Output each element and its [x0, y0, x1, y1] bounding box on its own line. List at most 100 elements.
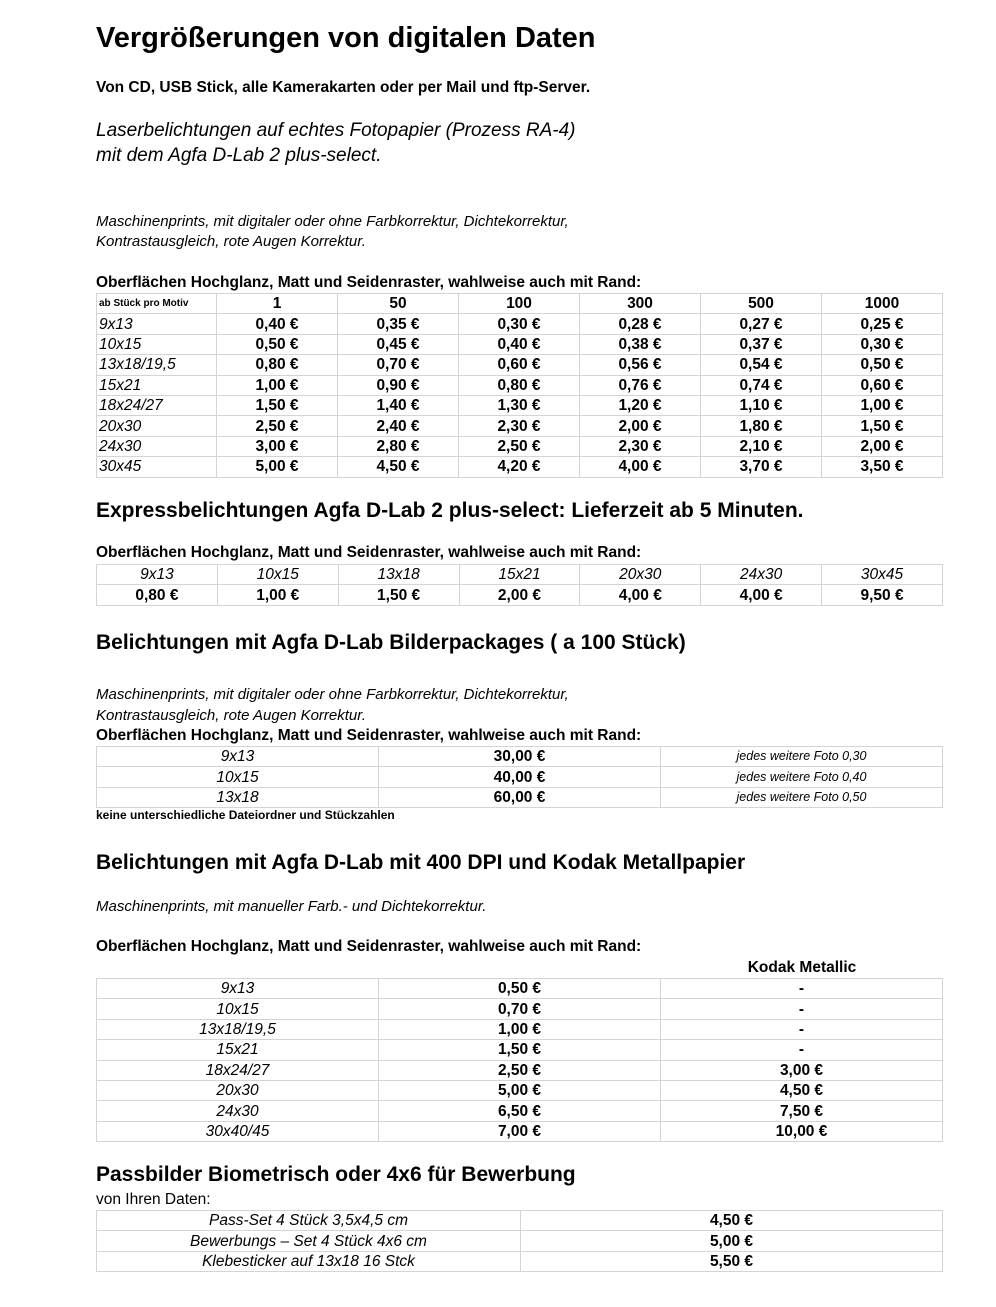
table-cell: 18x24/27: [96, 394, 217, 417]
table-cell: 5,00 €: [520, 1230, 943, 1252]
package-heading: Belichtungen mit Agfa D-Lab Bilderpackag…: [96, 631, 686, 654]
table-cell: 5,00 €: [216, 456, 338, 478]
table-row: 13x18 60,00 € jedes weitere Foto 0,50: [96, 786, 943, 809]
table-cell: 5,00 €: [378, 1079, 661, 1102]
table-cell: 0,90 €: [337, 374, 459, 396]
table-cell: 2,50 €: [458, 435, 580, 458]
table-cell: -: [660, 1039, 943, 1061]
table-cell: 2,30 €: [579, 435, 701, 458]
table-cell: 1,30 €: [458, 394, 580, 417]
price-table-packages: 9x13 30,00 € jedes weitere Foto 0,30 10x15 4…: [96, 745, 943, 809]
table-cell: 6,50 €: [378, 1100, 661, 1122]
laser-line-2: mit dem Agfa D-Lab 2 plus-select.: [96, 145, 382, 166]
table-row: 9x13 10x15 13x18 15x21 20x30 24x30 30x45: [96, 563, 943, 586]
table-cell: 1,50 €: [378, 1039, 661, 1061]
table-cell: 4,50 €: [337, 456, 459, 478]
table-cell: 500: [700, 292, 822, 315]
table-cell: 13x18: [337, 563, 460, 586]
table-row: 9x13 30,00 € jedes weitere Foto 0,30: [96, 745, 943, 768]
table-cell: 2,40 €: [337, 415, 459, 437]
table-cell: -: [660, 977, 943, 1000]
table-cell: -: [660, 1018, 943, 1041]
laser-line-1: Laserbelichtungen auf echtes Fotopapier …: [96, 120, 576, 141]
table-cell: 0,30 €: [458, 313, 580, 335]
table-cell: 0,30 €: [821, 333, 943, 356]
table-cell: 0,80 €: [458, 374, 580, 396]
table-cell: 1,40 €: [337, 394, 459, 417]
table-cell: 0,37 €: [700, 333, 822, 356]
table-cell: 20x30: [96, 415, 217, 437]
table-row: 13x18/19,5 1,00 € -: [96, 1018, 943, 1041]
table-cell: 13x18/19,5: [96, 354, 217, 376]
table-cell: 0,38 €: [579, 333, 701, 356]
table-cell: 10x15: [216, 563, 339, 586]
table-cell: 30x40/45: [96, 1120, 379, 1143]
table-row: 30x45 5,00 €4,50 €4,20 €4,00 €3,70 €3,50 …: [96, 456, 943, 478]
table-cell: 0,54 €: [700, 354, 822, 376]
table-cell: 20x30: [96, 1079, 379, 1102]
table-row: 18x24/27 1,50 €1,40 €1,30 €1,20 €1,10 €1,…: [96, 394, 943, 417]
table-cell: jedes weitere Foto 0,50: [660, 786, 943, 809]
table-cell: 10x15: [96, 998, 379, 1020]
table-cell: 1,50 €: [821, 415, 943, 437]
table-cell: 0,45 €: [337, 333, 459, 356]
table-cell: 13x18/19,5: [96, 1018, 379, 1041]
table-cell: 100: [458, 292, 580, 315]
table-cell: 0,60 €: [458, 354, 580, 376]
table-cell: 60,00 €: [378, 786, 661, 809]
table-row: 9x13 0,40 €0,35 €0,30 €0,28 €0,27 €0,25 €: [96, 313, 943, 335]
table-cell: 0,40 €: [216, 313, 338, 335]
pass-subheading: von Ihren Daten:: [96, 1191, 211, 1208]
table-cell: 24x30: [96, 1100, 379, 1122]
table-cell: 3,50 €: [821, 456, 943, 478]
table-cell: 24x30: [96, 435, 217, 458]
table-cell: 30x45: [96, 456, 217, 478]
price-table-metal: 9x13 0,50 € -10x15 0,70 € -13x18/19,5 1,00 € -…: [96, 977, 943, 1143]
table-row: 15x21 1,00 €0,90 €0,80 €0,76 €0,74 €0,60 …: [96, 374, 943, 396]
table-cell: Pass-Set 4 Stück 3,5x4,5 cm: [96, 1209, 521, 1232]
express-surface-heading: Oberflächen Hochglanz, Matt und Seidenra…: [96, 544, 642, 561]
table-cell: 4,00 €: [579, 456, 701, 478]
table-row: Pass-Set 4 Stück 3,5x4,5 cm 4,50 €: [96, 1209, 943, 1232]
pass-heading: Passbilder Biometrisch oder 4x6 für Bewe…: [96, 1163, 576, 1186]
table-cell: 0,80 €: [96, 584, 218, 606]
table-cell: 0,28 €: [579, 313, 701, 335]
table-cell: 2,50 €: [378, 1059, 661, 1081]
table-cell: 0,70 €: [337, 354, 459, 376]
table-cell: 15x21: [96, 1039, 379, 1061]
table-cell: 2,00 €: [579, 415, 701, 437]
table-cell: 9x13: [96, 563, 218, 586]
table-cell: 0,25 €: [821, 313, 943, 335]
table-cell: 2,00 €: [458, 584, 581, 606]
table-cell: 4,20 €: [458, 456, 580, 478]
surface-heading: Oberflächen Hochglanz, Matt und Seidenra…: [96, 274, 642, 291]
table-cell: 1,50 €: [216, 394, 338, 417]
table-cell: 2,00 €: [821, 435, 943, 458]
table-cell: 4,50 €: [520, 1209, 943, 1232]
table-cell: 7,00 €: [378, 1120, 661, 1143]
table-cell: -: [660, 998, 943, 1020]
table-cell: 9x13: [96, 745, 379, 768]
table-cell: 24x30: [700, 563, 823, 586]
price-table-laser: ab Stück pro Motiv 1 50 100 300 500 1000 9x13 0,…: [96, 292, 943, 478]
table-cell: ab Stück pro Motiv: [96, 292, 217, 315]
package-machine-line-2: Kontrastausgleich, rote Augen Korrektur.: [96, 707, 366, 724]
table-cell: 2,30 €: [458, 415, 580, 437]
table-row: ab Stück pro Motiv 1 50 100 300 500 1000: [96, 292, 943, 315]
table-cell: 9x13: [96, 977, 379, 1000]
table-row: 9x13 0,50 € -: [96, 977, 943, 1000]
metal-surface-heading: Oberflächen Hochglanz, Matt und Seidenra…: [96, 938, 642, 955]
table-cell: 13x18: [96, 786, 379, 809]
table-cell: 4,00 €: [579, 584, 702, 606]
table-row: 30x40/45 7,00 €10,00 €: [96, 1120, 943, 1143]
table-cell: 9,50 €: [821, 584, 943, 606]
package-surface-heading: Oberflächen Hochglanz, Matt und Seidenra…: [96, 727, 642, 744]
table-cell: 0,35 €: [337, 313, 459, 335]
table-cell: 0,80 €: [216, 354, 338, 376]
kodak-metallic-header: Kodak Metallic: [747, 959, 857, 976]
table-cell: 0,50 €: [378, 977, 661, 1000]
table-row: 20x30 5,00 €4,50 €: [96, 1079, 943, 1102]
table-cell: jedes weitere Foto 0,40: [660, 766, 943, 788]
table-cell: 1,00 €: [216, 584, 339, 606]
table-cell: 0,56 €: [579, 354, 701, 376]
